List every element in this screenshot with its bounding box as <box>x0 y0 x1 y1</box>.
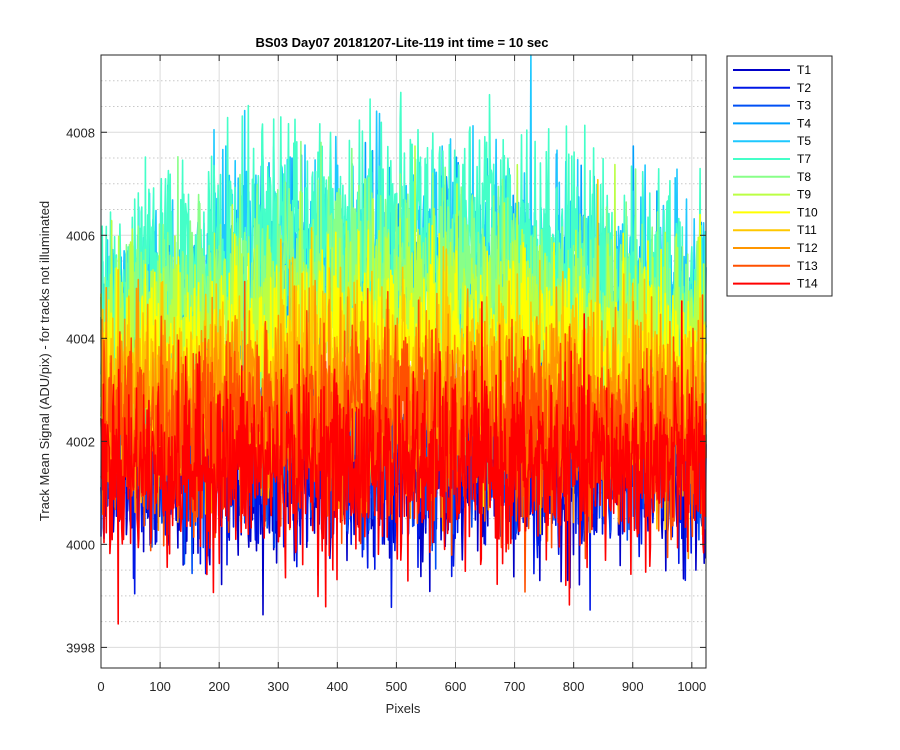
x-tick-label: 1000 <box>677 679 706 694</box>
x-tick-label: 700 <box>504 679 526 694</box>
x-tick-label: 200 <box>208 679 230 694</box>
legend-label-t13: T13 <box>797 259 818 273</box>
x-tick-label: 0 <box>97 679 104 694</box>
legend-label-t3: T3 <box>797 99 811 113</box>
y-tick-label: 4006 <box>66 228 95 243</box>
x-tick-label: 800 <box>563 679 585 694</box>
legend-label-t2: T2 <box>797 81 811 95</box>
x-tick-label: 400 <box>326 679 348 694</box>
series-line-t14 <box>100 300 707 625</box>
legend-label-t14: T14 <box>797 277 818 291</box>
x-tick-label: 500 <box>386 679 408 694</box>
x-tick-label: 300 <box>267 679 289 694</box>
y-tick-label: 4004 <box>66 331 95 346</box>
legend-label-t12: T12 <box>797 241 818 255</box>
x-tick-label: 900 <box>622 679 644 694</box>
chart-title: BS03 Day07 20181207-Lite-119 int time = … <box>255 35 548 50</box>
y-axis-label: Track Mean Signal (ADU/pix) - for tracks… <box>37 201 52 521</box>
legend-label-t9: T9 <box>797 188 811 202</box>
legend-label-t4: T4 <box>797 116 811 130</box>
legend-label-t10: T10 <box>797 205 818 219</box>
axis-ticks: 0 100 200 300 400 500 600 700 800 900 1000 3998 4000… <box>66 55 706 694</box>
legend-label-t5: T5 <box>797 134 811 148</box>
y-tick-label: 4008 <box>66 125 95 140</box>
legend: T1 T2 T3 T4 T5 T7 T8 T9 T10 T11 T12 T13 T14 <box>726 55 833 297</box>
axes-frame <box>100 54 707 669</box>
y-tick-label: 4000 <box>66 537 95 552</box>
legend-label-t1: T1 <box>797 63 811 77</box>
series-lines <box>100 54 707 625</box>
legend-label-t7: T7 <box>797 152 811 166</box>
x-tick-label: 100 <box>149 679 171 694</box>
x-axis-label: Pixels <box>386 701 421 716</box>
legend-label-t11: T11 <box>797 223 817 237</box>
legend-label-t8: T8 <box>797 170 811 184</box>
series-line-t13 <box>100 280 707 593</box>
y-tick-label: 3998 <box>66 640 95 655</box>
y-tick-label: 4002 <box>66 434 95 449</box>
x-tick-label: 600 <box>445 679 467 694</box>
